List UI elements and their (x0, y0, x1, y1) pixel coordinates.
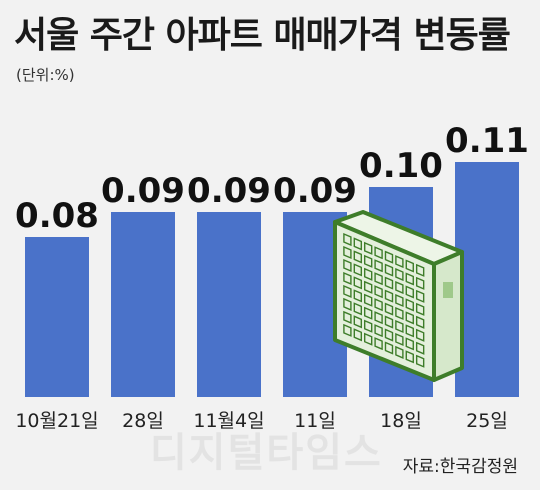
building-window (395, 345, 404, 359)
building-window (353, 315, 363, 329)
building-window (405, 272, 414, 286)
x-axis-labels-group: 10월21일 28일 11월4일 11일 18일 25일 (15, 410, 508, 432)
x-axis-label-4: 18일 (380, 410, 422, 432)
x-axis-label-1: 28일 (122, 410, 164, 432)
building-window (343, 297, 352, 311)
building-window (353, 328, 363, 342)
building-window (374, 324, 383, 338)
building-window (364, 319, 373, 333)
building-window (395, 280, 404, 295)
watermark: 디지털타임스 (150, 430, 383, 476)
building-window (415, 341, 425, 355)
building-window (364, 254, 373, 268)
building-window (364, 293, 373, 307)
building-window (374, 298, 383, 312)
building-window (384, 289, 394, 303)
building-window (374, 337, 383, 351)
x-axis-label-0: 10월21일 (15, 410, 98, 432)
source-label: 자료:한국감정원 (402, 457, 518, 477)
building-window (343, 258, 352, 273)
building-window (374, 285, 383, 299)
building-window (343, 284, 352, 298)
building-window (384, 315, 394, 329)
building-window (353, 289, 363, 303)
building-window (343, 271, 352, 286)
value-label-4: 0.10 (359, 146, 443, 186)
building-window (374, 246, 383, 260)
bars-group (25, 162, 519, 397)
building-window (353, 237, 363, 251)
building-window (395, 332, 404, 346)
building-window (415, 315, 425, 329)
value-label-1: 0.09 (101, 171, 185, 211)
building-window (415, 328, 425, 342)
value-label-0: 0.08 (15, 196, 99, 236)
building-window (405, 350, 414, 364)
building-window (384, 328, 394, 342)
building-window (353, 276, 363, 290)
building-window (415, 289, 425, 303)
building-window (415, 276, 425, 290)
building-window (343, 323, 352, 337)
building-window (405, 311, 414, 325)
building-window (415, 302, 425, 316)
building-window (374, 311, 383, 325)
building-window (343, 245, 352, 260)
building-window (405, 285, 414, 299)
bar-5 (455, 162, 519, 397)
unit-label: (단위:%) (16, 66, 75, 84)
building-window (384, 341, 394, 355)
building-window (374, 259, 383, 273)
building-window (405, 337, 414, 351)
building-window (364, 241, 373, 255)
building-window (364, 267, 373, 281)
building-window (364, 332, 373, 346)
building-window (374, 272, 383, 286)
value-label-5: 0.11 (445, 121, 529, 161)
building-window (384, 263, 394, 277)
building-window (353, 302, 363, 316)
bar-1 (111, 212, 175, 397)
building-window (384, 250, 394, 264)
x-axis-label-5: 25일 (466, 410, 508, 432)
value-label-2: 0.09 (187, 171, 271, 211)
building-window (405, 259, 414, 273)
bar-2 (197, 212, 261, 397)
x-axis-label-2: 11월4일 (193, 410, 264, 432)
building-window (343, 232, 352, 247)
building-window (353, 250, 363, 264)
building-window (343, 310, 352, 324)
building-window (353, 263, 363, 277)
x-axis-label-3: 11일 (294, 410, 336, 432)
building-window (395, 306, 404, 321)
building-window (395, 255, 404, 269)
building-window (395, 319, 404, 334)
value-label-3: 0.09 (273, 171, 357, 211)
building-window (405, 298, 414, 312)
value-labels-group: 0.080.09 0.09 0.090.100.11 (15, 121, 529, 236)
chart-title: 서울 주간 아파트 매매가격 변동률 (14, 15, 511, 56)
building-window (364, 280, 373, 294)
building-window (415, 354, 425, 368)
building-window (395, 293, 404, 308)
building-window (384, 276, 394, 290)
apartment-building-icon (333, 210, 464, 382)
building-window (415, 263, 425, 277)
building-window (405, 324, 414, 338)
building-window (364, 306, 373, 320)
building-window (395, 268, 404, 282)
bar-0 (25, 237, 89, 397)
building-window (384, 302, 394, 316)
